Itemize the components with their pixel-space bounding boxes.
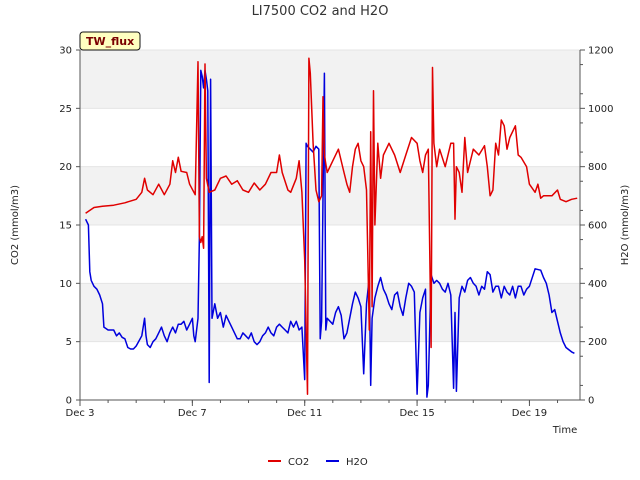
y-left-tick-label-5: 25 xyxy=(59,104,72,115)
band-5 xyxy=(80,50,580,109)
y-right-tick-label-6: 1200 xyxy=(588,46,613,57)
y-right-tick-label-1: 200 xyxy=(588,337,607,348)
y-axis-right-title: H2O (mmol/m3) xyxy=(620,185,631,266)
x-tick-label-4: Dec 19 xyxy=(512,408,547,419)
y-left-tick-label-2: 10 xyxy=(59,279,72,290)
legend-co2-label: CO2 xyxy=(288,457,309,468)
series-h2o-line xyxy=(84,69,575,398)
x-tick-label-0: Dec 3 xyxy=(66,408,95,419)
y-left-tick-label-1: 5 xyxy=(66,337,72,348)
x-tick-label-3: Dec 15 xyxy=(399,408,434,419)
band-1 xyxy=(80,283,580,342)
y-right-tick-label-0: 0 xyxy=(588,396,594,407)
y-left-tick-label-4: 20 xyxy=(59,162,72,173)
y-right-tick-label-5: 1000 xyxy=(588,104,613,115)
legend-h2o-label: H2O xyxy=(346,457,368,468)
y-left-tick-label-3: 15 xyxy=(59,221,72,232)
background-bands xyxy=(80,50,580,342)
y-axis-left-title: CO2 (mmol/m3) xyxy=(10,185,21,265)
x-tick-label-2: Dec 11 xyxy=(287,408,322,419)
band-3 xyxy=(80,166,580,225)
y-left-tick-label-6: 30 xyxy=(59,46,72,57)
y-right-tick-label-3: 600 xyxy=(588,221,607,232)
x-tick-label-1: Dec 7 xyxy=(178,408,207,419)
y-right-tick-label-2: 400 xyxy=(588,279,607,290)
series-layer xyxy=(84,57,578,398)
tw-flux-badge: TW_flux xyxy=(79,31,141,51)
x-axis-title: Time xyxy=(552,425,577,436)
y-right-tick-label-4: 800 xyxy=(588,162,607,173)
chart-title: LI7500 CO2 and H2O xyxy=(252,4,389,19)
legend: CO2 H2O xyxy=(268,457,368,468)
y-left-tick-label-0: 0 xyxy=(66,396,72,407)
series-co2-line xyxy=(85,57,578,395)
badge-box xyxy=(79,31,141,51)
axes: 0 5 10 15 20 25 30 0 200 400 600 800 1000 1200 Dec 3 De… xyxy=(59,46,613,420)
badge-label: TW_flux xyxy=(86,35,134,48)
